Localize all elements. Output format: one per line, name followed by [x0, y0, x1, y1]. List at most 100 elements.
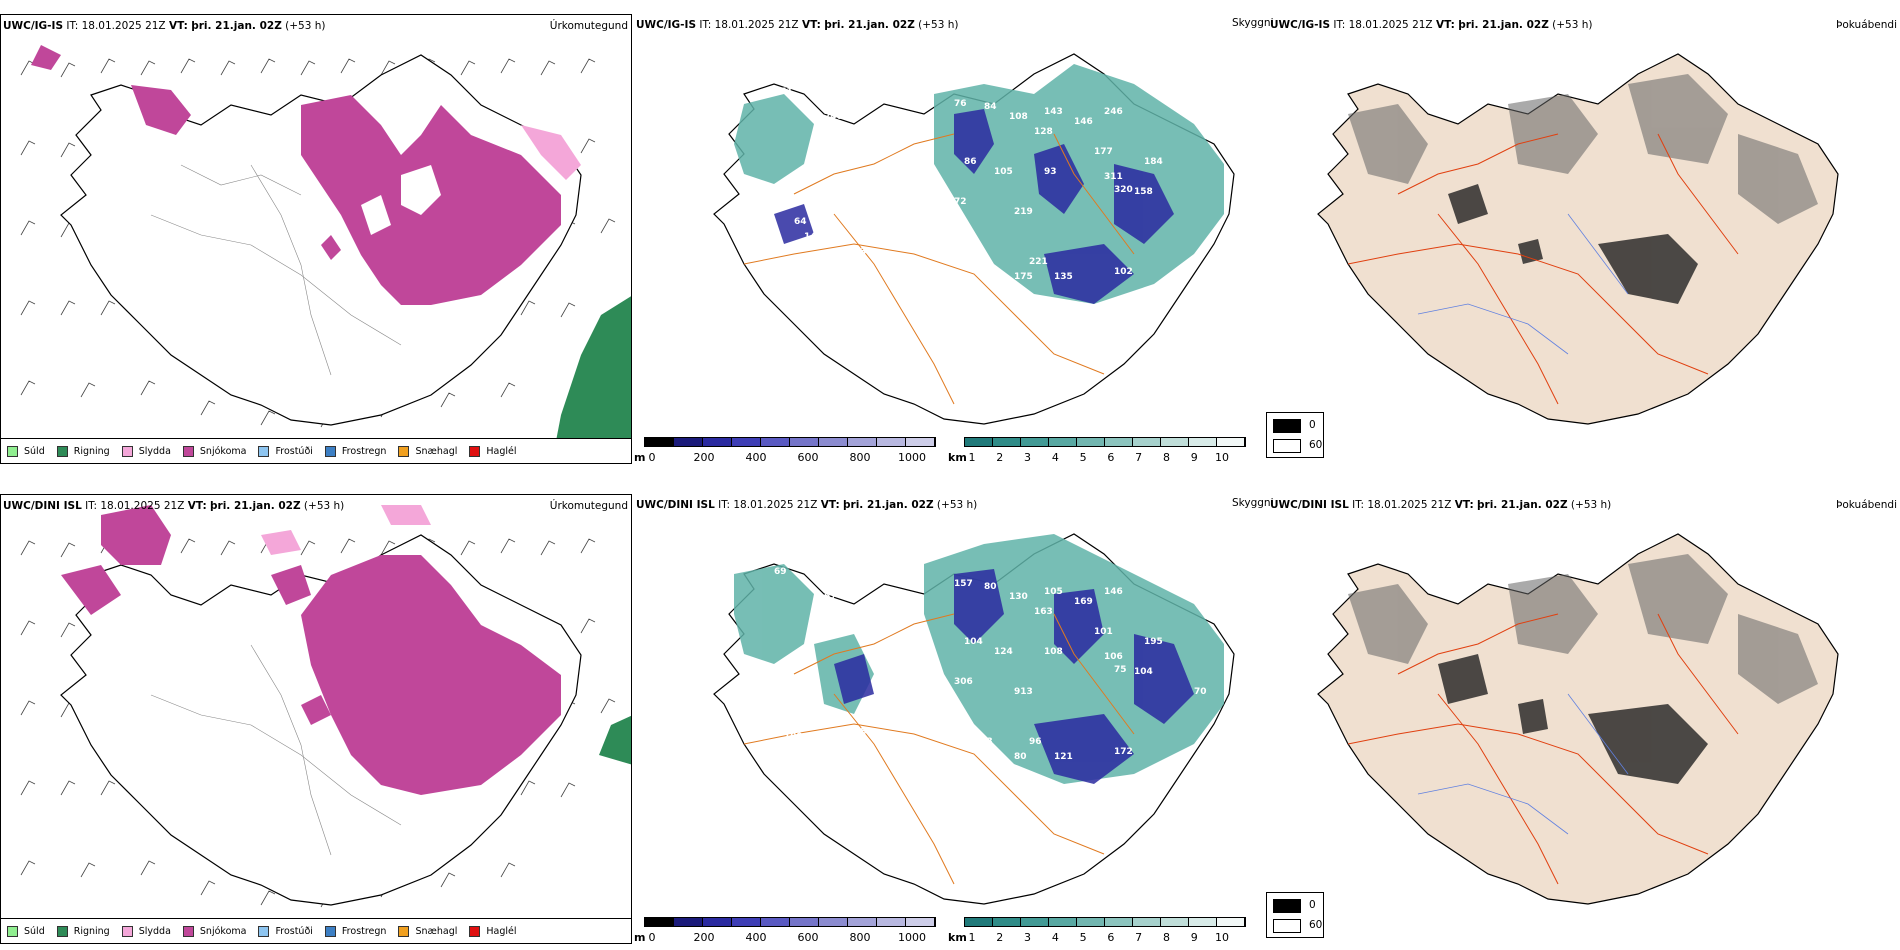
cloud-base-value: 177 [1094, 147, 1113, 157]
colorbar-cell [1049, 438, 1077, 446]
panel-title: UWC/IG-IS IT: 18.01.2025 21Z VT: þri. 21… [1270, 19, 1593, 31]
cloud-base-value: 80 [1014, 752, 1027, 762]
colorbar-tick: 3 [1024, 451, 1032, 464]
cloud-base-panel-bottom: 69 67 88 157 80 130 105 169 146 163 117 185 104 124 10… [634, 494, 1268, 944]
colorbar-tick: 5 [1079, 931, 1087, 944]
fog-swatch-0 [1273, 419, 1301, 433]
colorbar-tick: 9 [1190, 451, 1198, 464]
legend-item-2: Slydda [121, 445, 171, 457]
vt-label: VT: [168, 20, 188, 32]
legend-label: Frostúði [275, 925, 313, 937]
cloud-base-value: 195 [1144, 637, 1163, 647]
legend-item-2: Slydda [121, 925, 171, 937]
cloud-base-value: 93 [854, 247, 867, 257]
legend-item-6: Snæhagl [398, 925, 457, 937]
cloud-base-value: 100 [884, 737, 903, 747]
fog-swatch-0 [1273, 899, 1301, 913]
cloud-base-value: 117 [784, 657, 803, 667]
precip-type-panel-bottom: UWC/DINI ISL IT: 18.01.2025 21Z VT: þri.… [0, 494, 632, 944]
colorbar-cell [703, 918, 732, 926]
it-label: IT: [718, 499, 731, 511]
colorbar-tick: 7 [1135, 931, 1143, 944]
colorbar-cell [993, 438, 1021, 446]
cloud-base-value: 163 [1034, 607, 1053, 617]
vt-label: VT: [820, 499, 840, 511]
legend-swatch [398, 445, 410, 457]
cloud-base-value: 101 [1094, 627, 1113, 637]
legend-label: Slydda [138, 925, 171, 937]
precip-legend: Súld Rigning Slydda Snjókoma Frostúði Frostre… [1, 438, 631, 463]
panel-title: UWC/DINI ISL IT: 18.01.2025 21Z VT: þri.… [636, 499, 977, 511]
cloud-base-map-bottom: 69 67 88 157 80 130 105 169 146 163 117 185 104 124 10… [713, 533, 1235, 905]
colorbar-cell [819, 918, 848, 926]
cloud-base-value: 185 [794, 697, 813, 707]
colorbar-cell [790, 438, 819, 446]
legend-item-4: Frostúði [258, 445, 313, 457]
precip-type-panel-top: UWC/IG-IS IT: 18.01.2025 21Z VT: þri. 21… [0, 14, 632, 464]
cloud-base-value: 89 [934, 717, 947, 727]
cloud-base-value: 913 [1014, 687, 1033, 697]
legend-swatch [182, 445, 194, 457]
fog-map-top [1317, 53, 1839, 425]
cloud-base-value: 83 [784, 177, 797, 187]
colorbar-cell [1105, 918, 1133, 926]
colorbar-tick: 200 [693, 451, 715, 464]
legend-label: Snjókoma [199, 925, 247, 937]
cloud-base-value: 108 [1044, 647, 1063, 657]
cloud-base-value: 81 [934, 237, 947, 247]
cloud-base-value: 121 [1054, 752, 1073, 762]
height-colorbar-cells [644, 437, 936, 447]
cloud-base-value: 135 [1054, 272, 1073, 282]
legend-swatch [324, 445, 336, 457]
fog-legend-bottom: 0 60 [1266, 892, 1324, 938]
legend-swatch [7, 445, 18, 457]
colorbar-tick: 0 [648, 931, 656, 944]
visibility-colorbar-cells [964, 917, 1246, 927]
cloud-base-value: 158 [1134, 187, 1153, 197]
model-name: UWC/IG-IS [3, 20, 64, 32]
fog-map-bottom [1317, 533, 1839, 905]
cloud-base-value: 246 [1104, 107, 1123, 117]
fog-label-0: 0 [1309, 899, 1316, 911]
colorbar-cell [1161, 918, 1189, 926]
height-unit: m [634, 931, 646, 944]
colorbar-cell [645, 918, 674, 926]
visibility-label-bottom: Skyggni [1232, 497, 1274, 509]
rain-area [556, 296, 631, 441]
legend-item-3: Snjókoma [182, 925, 247, 937]
cloud-base-value: 146 [1074, 117, 1093, 127]
cloud-base-value: 109 [784, 732, 803, 742]
precip-type-map-bottom [20, 505, 631, 908]
cloud-base-value: 14 [804, 232, 817, 242]
legend-item-7: Haglél [469, 445, 517, 457]
it-value: 18.01.2025 21Z [1348, 19, 1433, 31]
colorbar-cell [790, 918, 819, 926]
model-name: UWC/DINI ISL [3, 500, 82, 512]
colorbar-tick: 2 [996, 931, 1004, 944]
legend-swatch [56, 445, 68, 457]
lead-time: (+53 h) [936, 499, 978, 511]
fog-label-0: 0 [1309, 419, 1316, 431]
colorbar-tick: 9 [1190, 931, 1198, 944]
cloud-base-value: 143 [1044, 107, 1063, 117]
it-label: IT: [1333, 19, 1346, 31]
colorbar-tick: 0 [648, 451, 656, 464]
precip-legend: Súld Rigning Slydda Snjókoma Frostúði Frostre… [1, 918, 631, 943]
cloud-base-value: 157 [954, 579, 973, 589]
colorbar-tick: 4 [1051, 451, 1059, 464]
legend-label: Frostúði [275, 445, 313, 457]
colorbar-cell [1161, 438, 1189, 446]
legend-swatch [56, 925, 68, 937]
lead-time: (+53 h) [1552, 19, 1593, 31]
cloud-base-value: 72 [954, 197, 967, 207]
colorbar-tick: 400 [745, 931, 767, 944]
visibility-unit: km [948, 451, 967, 464]
legend-label: Rigning [73, 925, 110, 937]
legend-item-1: Rigning [56, 925, 110, 937]
legend-item-5: Frostregn [324, 925, 386, 937]
legend-label: Haglél [486, 925, 517, 937]
legend-swatch [258, 925, 270, 937]
colorbar-cell [1077, 918, 1105, 926]
visibility-label-top: Skyggni [1232, 17, 1274, 29]
colorbar-tick: 6 [1107, 931, 1115, 944]
